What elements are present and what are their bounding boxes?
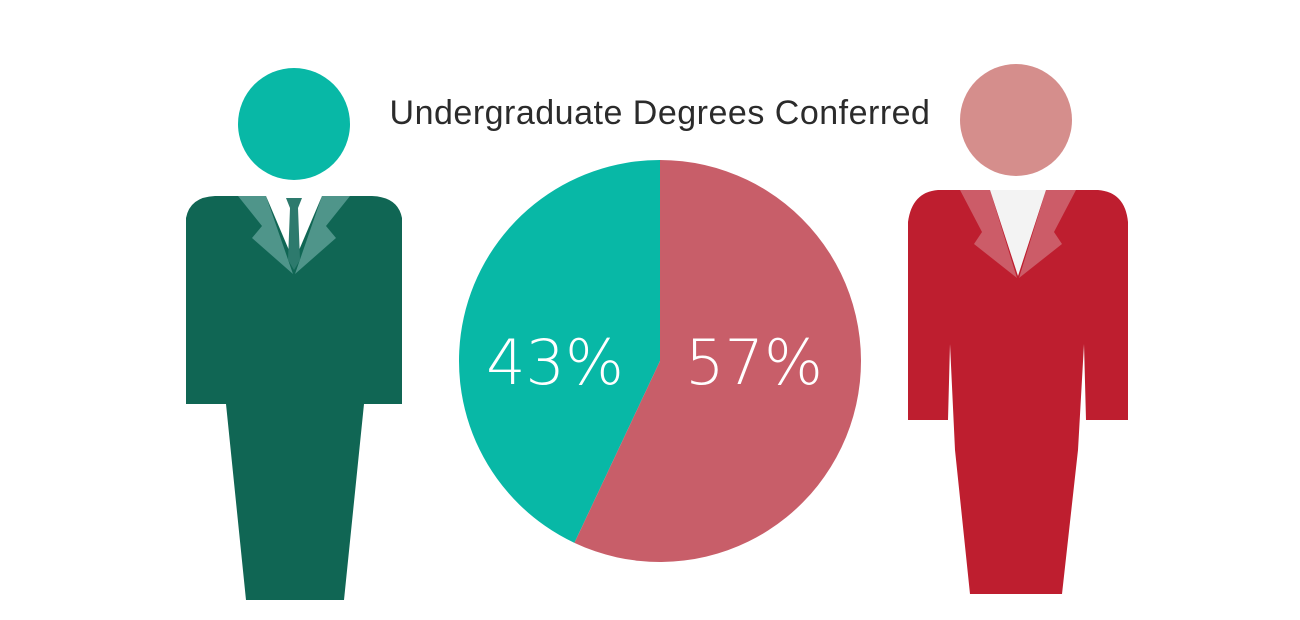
pie-slice-label-2: 57% [685,326,823,399]
female-blouse [990,190,1046,276]
male-figure-icon [186,68,402,600]
male-lapel-left [238,196,293,274]
female-head [960,64,1072,176]
male-lapel-right [295,196,350,274]
female-figure-icon [908,64,1128,594]
male-tie [286,198,302,270]
female-lapel-right [1019,190,1076,278]
pie-slice-2 [574,160,861,562]
male-head [238,68,350,180]
male-jacket [186,196,402,600]
female-dress [908,190,1128,594]
pie-chart: 43% 57% [458,160,861,562]
chart-title: Undergraduate Degrees Conferred [390,94,931,132]
pie-slice-1 [458,160,660,543]
female-lapel-left [960,190,1017,278]
pie-slice-label-1: 43% [486,326,624,399]
